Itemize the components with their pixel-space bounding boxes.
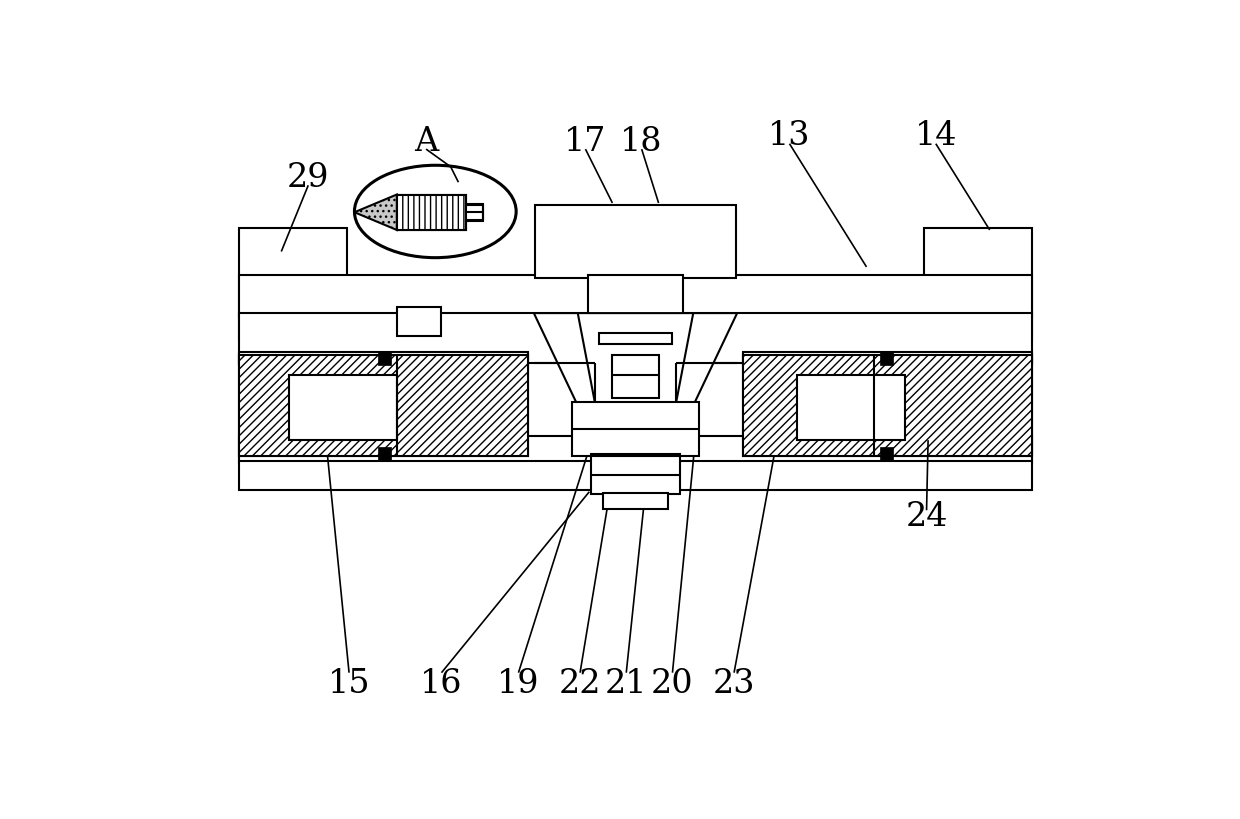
Text: 24: 24 xyxy=(905,501,947,533)
Bar xyxy=(599,333,672,344)
Polygon shape xyxy=(355,195,397,230)
Bar xyxy=(397,307,441,337)
Bar xyxy=(603,492,668,509)
Bar xyxy=(924,229,1032,340)
Bar xyxy=(879,351,894,365)
Bar xyxy=(289,375,397,440)
Bar xyxy=(239,351,528,365)
Text: 20: 20 xyxy=(651,668,693,700)
Bar xyxy=(239,274,1032,317)
Bar xyxy=(797,375,905,440)
Text: 13: 13 xyxy=(769,120,811,152)
Text: A: A xyxy=(414,126,438,158)
Text: 23: 23 xyxy=(713,668,755,700)
Bar xyxy=(397,195,466,230)
Bar xyxy=(239,437,1032,464)
Bar xyxy=(466,204,484,220)
Bar xyxy=(239,355,528,455)
Text: 22: 22 xyxy=(559,668,601,700)
Bar xyxy=(588,274,683,337)
Bar xyxy=(743,351,1032,365)
Polygon shape xyxy=(534,313,737,405)
Bar xyxy=(879,447,894,461)
Bar xyxy=(590,454,681,494)
Bar xyxy=(377,351,392,365)
Text: 18: 18 xyxy=(620,126,663,158)
Bar xyxy=(239,461,1032,491)
Bar xyxy=(239,229,347,340)
Bar xyxy=(573,401,698,455)
Bar xyxy=(613,355,658,398)
Bar xyxy=(743,355,1032,455)
Bar xyxy=(536,206,735,278)
Text: 14: 14 xyxy=(915,120,957,152)
Text: 17: 17 xyxy=(564,126,606,158)
Bar xyxy=(377,447,392,461)
Text: 21: 21 xyxy=(605,668,647,700)
Text: 16: 16 xyxy=(420,668,463,700)
Bar xyxy=(397,195,466,230)
Text: 29: 29 xyxy=(286,162,330,194)
Bar xyxy=(239,355,528,455)
Text: 15: 15 xyxy=(327,668,371,700)
Bar xyxy=(239,313,1032,363)
Text: 19: 19 xyxy=(497,668,539,700)
Bar xyxy=(743,355,1032,455)
